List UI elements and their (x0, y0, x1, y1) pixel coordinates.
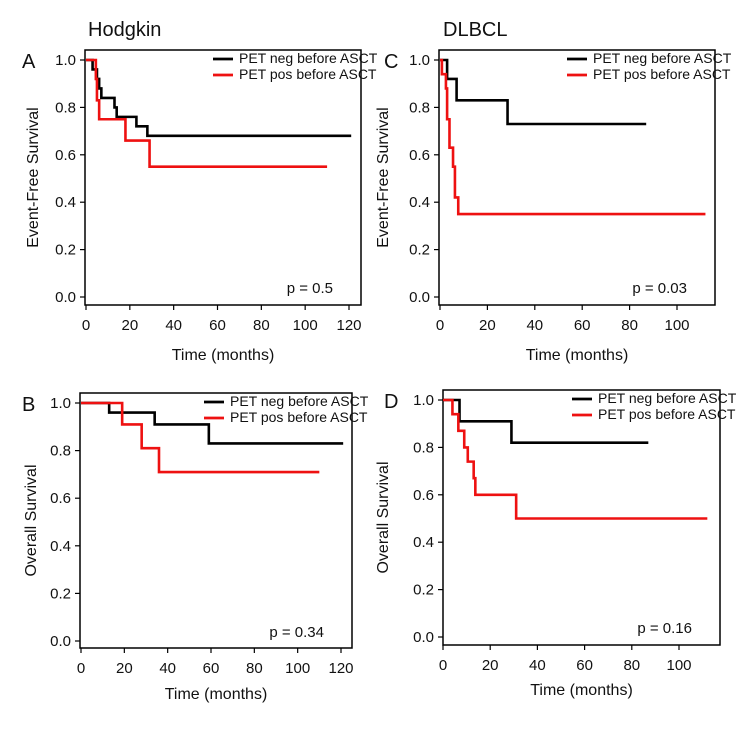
panel-a: 0.0 0.2 0.4 0.6 0.8 1.0 0 20 40 60 80 100 120 Time (m… (22, 49, 378, 364)
x-tick-label: 20 (482, 657, 499, 674)
y-tick-label: 0.4 (50, 538, 71, 555)
x-tick-label: 0 (82, 317, 90, 334)
x-axis-label: Time (months) (165, 686, 268, 703)
y-tick-label: 0.2 (409, 242, 430, 259)
y-tick-label: 0.0 (409, 289, 430, 306)
panel-letter: A (22, 51, 36, 73)
y-tick-label: 0.2 (55, 242, 76, 259)
legend-label: PET pos before ASCT (239, 66, 377, 82)
y-tick-label: 1.0 (413, 392, 434, 409)
x-tick-label: 60 (203, 660, 220, 677)
x-tick-label: 20 (121, 317, 138, 334)
y-axis-label: Event-Free Survival (375, 107, 392, 248)
group-title-hodgkin: Hodgkin (88, 19, 161, 41)
x-axis-label: Time (months) (530, 682, 633, 699)
x-tick-label: 80 (246, 660, 263, 677)
p-value-annotation: p = 0.16 (637, 620, 692, 637)
y-tick-label: 0.0 (413, 629, 434, 646)
y-tick-label: 0.6 (413, 487, 434, 504)
survival-curve-pet-neg (81, 401, 344, 445)
x-tick-label: 100 (664, 317, 689, 334)
y-tick-label: 0.6 (55, 147, 76, 164)
legend-label: PET pos before ASCT (598, 406, 736, 422)
panel-letter: D (384, 391, 398, 413)
panel-c: 0.0 0.2 0.4 0.6 0.8 1.0 0 20 40 60 80 100 Time (mont… (375, 49, 732, 364)
survival-curve-pet-pos (443, 398, 708, 520)
p-value-annotation: p = 0.03 (632, 280, 687, 297)
x-tick-label: 60 (576, 657, 593, 674)
plot-frame (79, 392, 353, 649)
legend-label: PET neg before ASCT (239, 50, 378, 66)
x-tick-label: 40 (529, 657, 546, 674)
panel-letter: C (384, 51, 398, 73)
x-axis-label: Time (months) (172, 347, 275, 364)
group-title-dlbcl: DLBCL (443, 19, 507, 41)
x-tick-label: 60 (209, 317, 226, 334)
y-tick-label: 0.2 (50, 585, 71, 602)
plot-frame (438, 49, 716, 306)
survival-curve-pet-neg (443, 398, 649, 444)
y-tick-label: 0.4 (409, 194, 430, 211)
x-tick-label: 80 (253, 317, 270, 334)
legend-label: PET neg before ASCT (230, 393, 369, 409)
y-tick-label: 1.0 (50, 395, 71, 412)
x-tick-label: 0 (77, 660, 85, 677)
y-tick-label: 0.6 (409, 147, 430, 164)
x-tick-label: 0 (439, 657, 447, 674)
y-tick-label: 0.0 (55, 289, 76, 306)
survival-curve-pet-pos (86, 58, 328, 168)
panel-d: 0.0 0.2 0.4 0.6 0.8 1.0 0 20 40 60 80 100 Time (mont… (375, 389, 737, 699)
legend-label: PET pos before ASCT (230, 409, 368, 425)
x-tick-label: 40 (165, 317, 182, 334)
survival-curve-pet-pos (81, 401, 320, 474)
x-tick-label: 120 (328, 660, 353, 677)
x-tick-label: 120 (336, 317, 361, 334)
y-tick-label: 0.8 (55, 99, 76, 116)
x-tick-label: 20 (479, 317, 496, 334)
y-tick-label: 0.2 (413, 582, 434, 599)
x-tick-label: 80 (621, 317, 638, 334)
y-axis-label: Overall Survival (375, 461, 392, 573)
plot-frame (442, 389, 721, 646)
p-value-annotation: p = 0.34 (269, 624, 324, 641)
panel-letter: B (22, 394, 35, 416)
legend-label: PET neg before ASCT (598, 390, 737, 406)
y-tick-label: 0.0 (50, 633, 71, 650)
x-tick-label: 100 (666, 657, 691, 674)
plot-frame (84, 49, 362, 306)
x-tick-label: 20 (116, 660, 133, 677)
x-tick-label: 100 (285, 660, 310, 677)
y-axis-label: Overall Survival (23, 464, 40, 576)
y-tick-label: 0.4 (55, 194, 76, 211)
panel-b: 0.0 0.2 0.4 0.6 0.8 1.0 0 20 40 60 80 100 120 Time (m… (22, 392, 369, 703)
survival-curve-pet-pos (440, 58, 706, 216)
y-tick-label: 0.8 (409, 99, 430, 116)
y-tick-label: 1.0 (409, 52, 430, 69)
survival-curve-pet-neg (440, 58, 647, 126)
y-tick-label: 0.4 (413, 534, 434, 551)
x-tick-label: 80 (623, 657, 640, 674)
legend-label: PET neg before ASCT (593, 50, 732, 66)
p-value-annotation: p = 0.5 (287, 280, 333, 297)
x-tick-label: 0 (436, 317, 444, 334)
y-axis-label: Event-Free Survival (25, 107, 42, 248)
y-tick-label: 0.8 (50, 443, 71, 460)
legend-label: PET pos before ASCT (593, 66, 731, 82)
x-axis-label: Time (months) (526, 347, 629, 364)
x-tick-label: 60 (574, 317, 591, 334)
x-tick-label: 100 (293, 317, 318, 334)
y-tick-label: 1.0 (55, 52, 76, 69)
x-tick-label: 40 (526, 317, 543, 334)
x-tick-label: 40 (159, 660, 176, 677)
y-tick-label: 0.6 (50, 490, 71, 507)
y-tick-label: 0.8 (413, 439, 434, 456)
